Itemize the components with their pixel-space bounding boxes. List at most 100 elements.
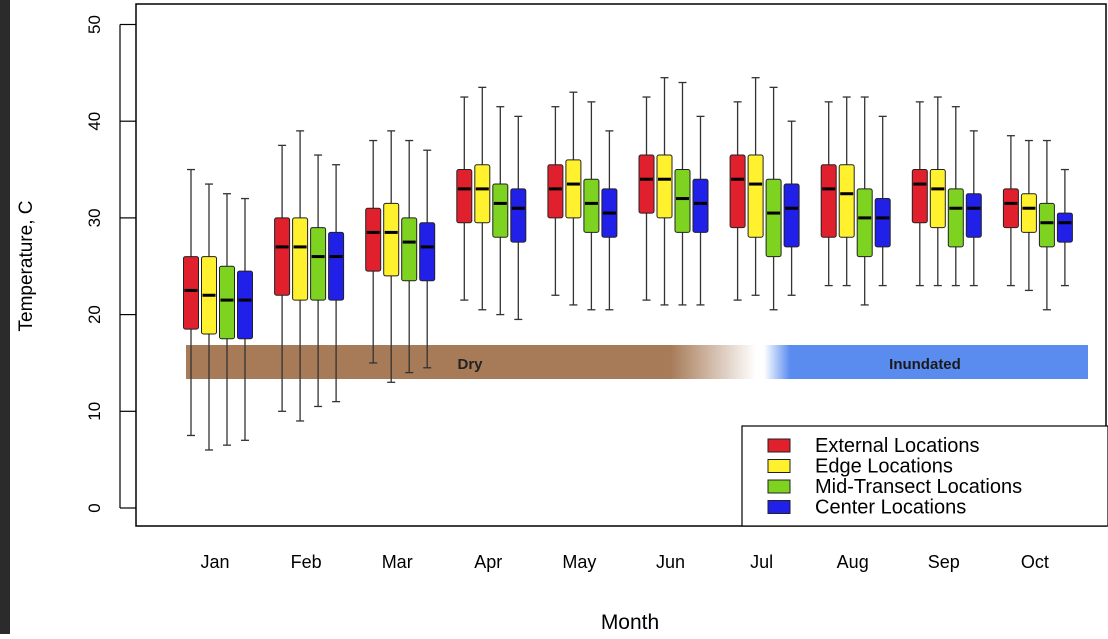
box-plot: [765, 86, 782, 311]
left-edge-bar: [0, 0, 10, 634]
box-iqr: [965, 193, 982, 238]
box-iqr: [583, 178, 600, 233]
series-3: [219, 81, 1055, 446]
box-series: [183, 77, 1073, 451]
legend-label: Mid-Transect Locations: [815, 476, 1022, 498]
dry-season-label: Dry: [457, 356, 483, 373]
box-plot: [492, 106, 509, 316]
box-plot: [674, 81, 691, 306]
box-plot: [565, 91, 582, 306]
dry-season-band: [186, 345, 756, 379]
box-iqr: [747, 154, 764, 238]
box-plot: [747, 77, 764, 296]
legend-swatch: [767, 479, 791, 494]
y-axis: 0 10 20 30 40 50: [85, 15, 136, 513]
box-iqr: [328, 231, 345, 301]
box-iqr: [692, 178, 709, 233]
x-tick-label: Apr: [474, 552, 502, 572]
box-iqr: [565, 159, 582, 219]
box-plot: [201, 183, 217, 451]
box-plot: [911, 101, 928, 287]
box-iqr: [929, 169, 946, 229]
box-plot: [419, 149, 436, 369]
box-plot: [310, 154, 327, 408]
box-plot: [874, 115, 891, 287]
box-plot: [1038, 139, 1055, 311]
legend-swatch: [767, 500, 791, 514]
box-plot: [183, 168, 199, 437]
box-plot: [783, 120, 800, 296]
legend-box: [741, 425, 1108, 527]
box-plot: [656, 77, 673, 306]
box-iqr: [492, 183, 509, 238]
box-plot: [820, 101, 837, 287]
y-tick-label: 20: [85, 305, 104, 324]
plot-frame: [135, 3, 1107, 527]
box-iqr: [274, 217, 291, 296]
x-tick-label: Mar: [382, 552, 413, 572]
legend-swatch: [767, 459, 791, 473]
box-plot: [292, 130, 309, 422]
box-plot: [947, 106, 964, 287]
box-iqr: [947, 188, 964, 248]
box-iqr: [783, 183, 800, 248]
box-plot: [274, 144, 291, 412]
x-tick-label: Sep: [928, 552, 960, 572]
x-tick-label: Jan: [200, 552, 229, 572]
x-tick-label: Jul: [750, 552, 773, 572]
y-tick-label: 10: [85, 402, 104, 421]
inundated-season-band: [764, 345, 1088, 379]
y-tick-label: 0: [85, 503, 104, 512]
box-iqr: [401, 217, 418, 282]
box-plot: [219, 193, 235, 446]
box-plot: [838, 96, 855, 287]
inundated-season-label: Inundated: [889, 356, 961, 373]
x-tick-label: May: [562, 552, 596, 572]
box-plot: [547, 106, 564, 296]
series-1: [183, 96, 1019, 437]
box-plot: [456, 96, 473, 301]
box-iqr: [838, 164, 855, 238]
box-iqr: [183, 256, 199, 330]
y-tick-label: 50: [85, 15, 104, 34]
box-plot: [401, 139, 418, 374]
x-axis-title: Month: [601, 611, 659, 634]
box-plot: [929, 96, 946, 287]
box-iqr: [219, 265, 235, 340]
box-iqr: [1002, 188, 1019, 229]
box-plot: [510, 115, 527, 321]
box-iqr: [292, 217, 309, 301]
box-plot: [383, 130, 400, 383]
box-plot: [729, 101, 746, 301]
box-plot: [237, 197, 253, 441]
box-plot: [692, 115, 709, 306]
box-iqr: [656, 154, 673, 219]
series-4: [237, 115, 1073, 441]
box-plot: [365, 139, 382, 364]
box-iqr: [638, 154, 655, 214]
box-plot: [601, 130, 618, 311]
box-iqr: [874, 198, 891, 248]
box-plot: [1020, 139, 1037, 292]
box-iqr: [729, 154, 746, 229]
legend-label: External Locations: [815, 435, 980, 457]
box-plot: [1002, 135, 1019, 287]
box-iqr: [383, 202, 400, 277]
box-iqr: [1038, 202, 1055, 248]
x-tick-label: Feb: [291, 552, 322, 572]
box-plot: [1056, 168, 1073, 287]
y-axis-title: Temperature, C: [16, 201, 37, 332]
box-iqr: [456, 169, 473, 224]
box-plot: [638, 96, 655, 301]
box-plot: [856, 96, 873, 306]
x-tick-label: Aug: [837, 552, 869, 572]
box-plot: [328, 164, 345, 403]
box-iqr: [820, 164, 837, 238]
box-iqr: [237, 270, 253, 340]
box-plot: [583, 101, 600, 311]
legend-label: Edge Locations: [815, 456, 953, 478]
series-2: [201, 77, 1037, 451]
